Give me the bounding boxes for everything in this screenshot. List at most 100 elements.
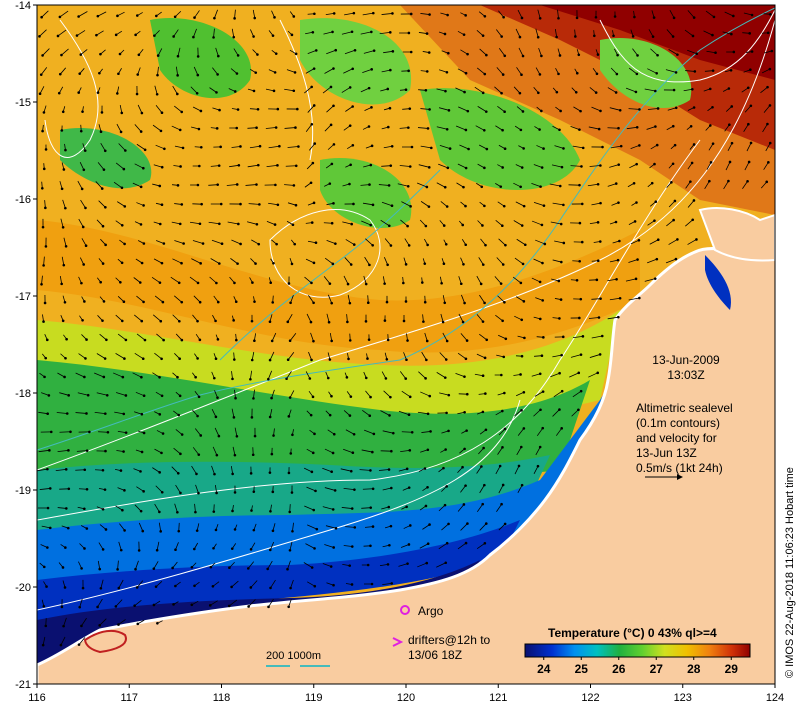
velocity-arrow [610,67,618,75]
velocity-arrow [703,30,713,36]
velocity-arrow [117,430,127,434]
velocity-arrow-head [41,187,44,190]
velocity-arrow-head [350,222,353,226]
velocity-arrow-head [81,318,84,322]
velocity-arrow-head [116,14,119,18]
velocity-arrow-head [557,16,560,20]
velocity-arrow-head [329,85,333,89]
velocity-arrow-head [251,453,255,457]
velocity-arrow-head [291,433,294,437]
velocity-arrow-head [268,548,272,552]
velocity-arrow [383,145,393,149]
velocity-arrow [152,372,160,378]
velocity-arrow-head [578,259,581,263]
velocity-arrow [362,202,374,206]
velocity-arrow-head [404,263,408,266]
velocity-arrow [591,106,601,112]
velocity-arrow [498,238,506,246]
velocity-arrow [152,124,162,132]
velocity-arrow-head [503,427,507,431]
velocity-arrow [265,127,277,129]
velocity-arrow-head [333,489,337,492]
velocity-arrow [305,31,313,35]
velocity-arrow-head [616,258,620,262]
velocity-arrow-head [232,416,236,419]
velocity-arrow-head [232,35,236,39]
velocity-arrow-head [143,338,147,342]
velocity-arrow [438,69,448,73]
velocity-arrow-head [404,88,408,92]
velocity-arrow [190,126,200,130]
velocity-arrow [610,145,622,149]
velocity-arrow-head [654,125,657,128]
velocity-arrow [552,409,560,417]
velocity-arrow-head [83,468,87,472]
velocity-arrow [133,277,141,283]
velocity-arrow [95,181,103,189]
velocity-arrow [249,145,261,149]
velocity-arrow-head [518,91,522,95]
velocity-arrow-head [237,222,240,226]
velocity-arrow [398,563,408,567]
velocity-arrow-head [330,301,334,305]
velocity-arrow-head [348,182,351,186]
velocity-arrow-head [383,319,387,322]
temperature-colorbar: 24 25 26 27 28 29 [524,643,751,676]
altimetry-line: Altimetric sealevel [636,401,733,415]
velocity-arrow-head [481,34,485,37]
velocity-arrow-head [711,33,714,37]
velocity-arrow [725,161,731,171]
velocity-arrow [153,258,163,264]
velocity-arrow-head [331,508,335,511]
velocity-arrow-head [253,434,257,438]
velocity-arrow [533,164,543,168]
velocity-arrow-head [369,544,372,548]
velocity-arrow-head [216,73,219,76]
velocity-arrow-head [405,505,408,509]
velocity-arrow-head [274,183,277,187]
velocity-arrow [512,276,522,284]
velocity-arrow-head [712,15,716,19]
velocity-arrow [496,257,504,265]
velocity-arrow-head [408,395,412,399]
velocity-arrow [420,108,430,110]
velocity-arrow-head [594,91,598,94]
velocity-arrow-head [500,91,503,95]
velocity-arrow-head [522,390,526,394]
velocity-arrow-head [633,220,637,223]
velocity-arrow-head [574,91,578,94]
velocity-arrow [158,522,162,532]
velocity-arrow [517,428,525,436]
velocity-arrow-head [178,357,181,360]
velocity-arrow-head [176,471,180,475]
velocity-arrow-head [521,110,525,113]
velocity-arrow-head [406,562,409,565]
velocity-arrow-head [160,394,164,398]
velocity-arrow-head [134,567,137,571]
velocity-arrow-head [160,111,164,114]
velocity-arrow-head [294,52,298,56]
velocity-arrow [538,47,542,57]
velocity-arrow [245,184,257,186]
velocity-arrow [172,258,182,264]
velocity-arrow [136,486,144,492]
velocity-arrow-head [485,147,489,151]
velocity-arrow-head [770,49,774,53]
velocity-arrow-head [408,524,412,527]
velocity-arrow-head [521,262,525,266]
velocity-arrow-head [218,222,221,226]
velocity-arrow-head [389,524,393,528]
velocity-arrow-head [117,623,120,626]
velocity-arrow [75,412,87,414]
velocity-arrow-head [211,584,215,588]
velocity-arrow-head [596,259,600,263]
velocity-arrow [175,333,183,341]
velocity-arrow [306,313,312,323]
velocity-arrow-head [328,358,332,361]
velocity-arrow [362,12,374,16]
velocity-arrow [175,66,179,76]
velocity-arrow [234,9,236,19]
velocity-arrow [533,258,543,264]
velocity-arrow-head [143,148,147,152]
velocity-arrow [746,142,752,152]
